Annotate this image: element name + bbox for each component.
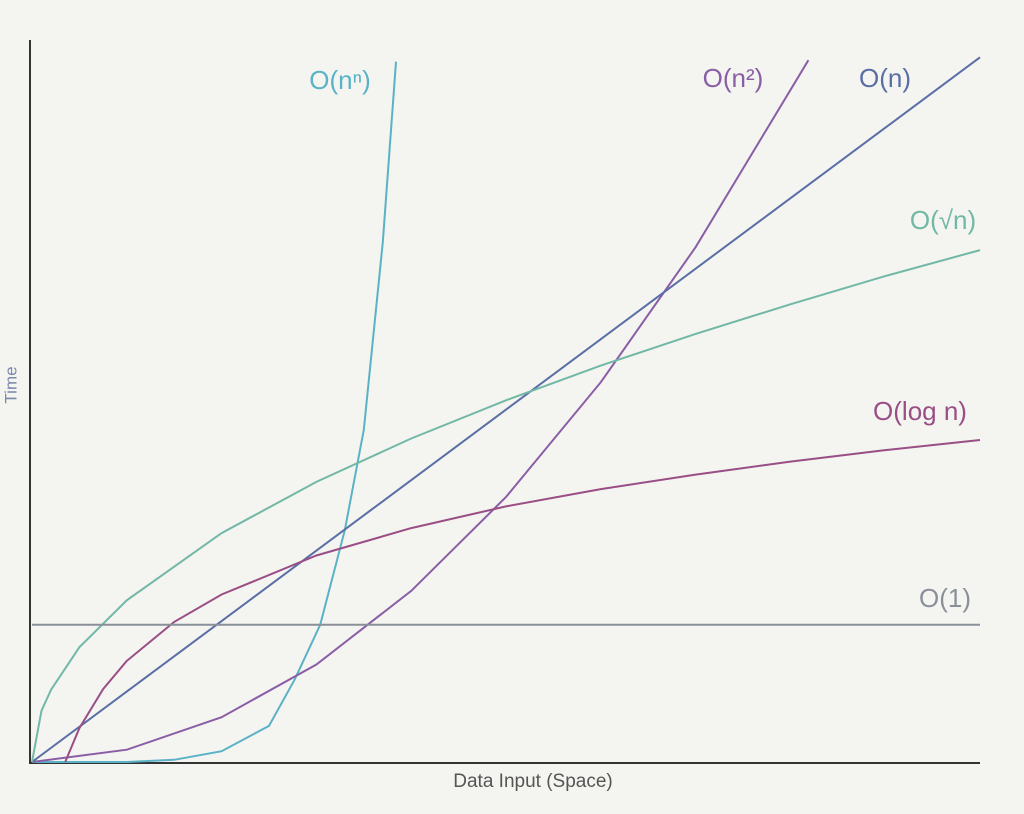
series-label: O(nⁿ) [309, 65, 370, 95]
series-line [31, 56, 981, 763]
series-line [32, 61, 397, 763]
series-label: O(log n) [873, 396, 967, 426]
series-label: O(n²) [703, 63, 764, 93]
y-axis-title: Time [1, 366, 20, 403]
series-line [31, 59, 810, 763]
x-axis-title: Data Input (Space) [453, 771, 612, 792]
series-line [64, 439, 981, 763]
series-label: O(√n) [910, 205, 976, 235]
series-label: O(n) [859, 63, 911, 93]
series-line [31, 249, 981, 763]
series-label: O(1) [919, 583, 971, 613]
